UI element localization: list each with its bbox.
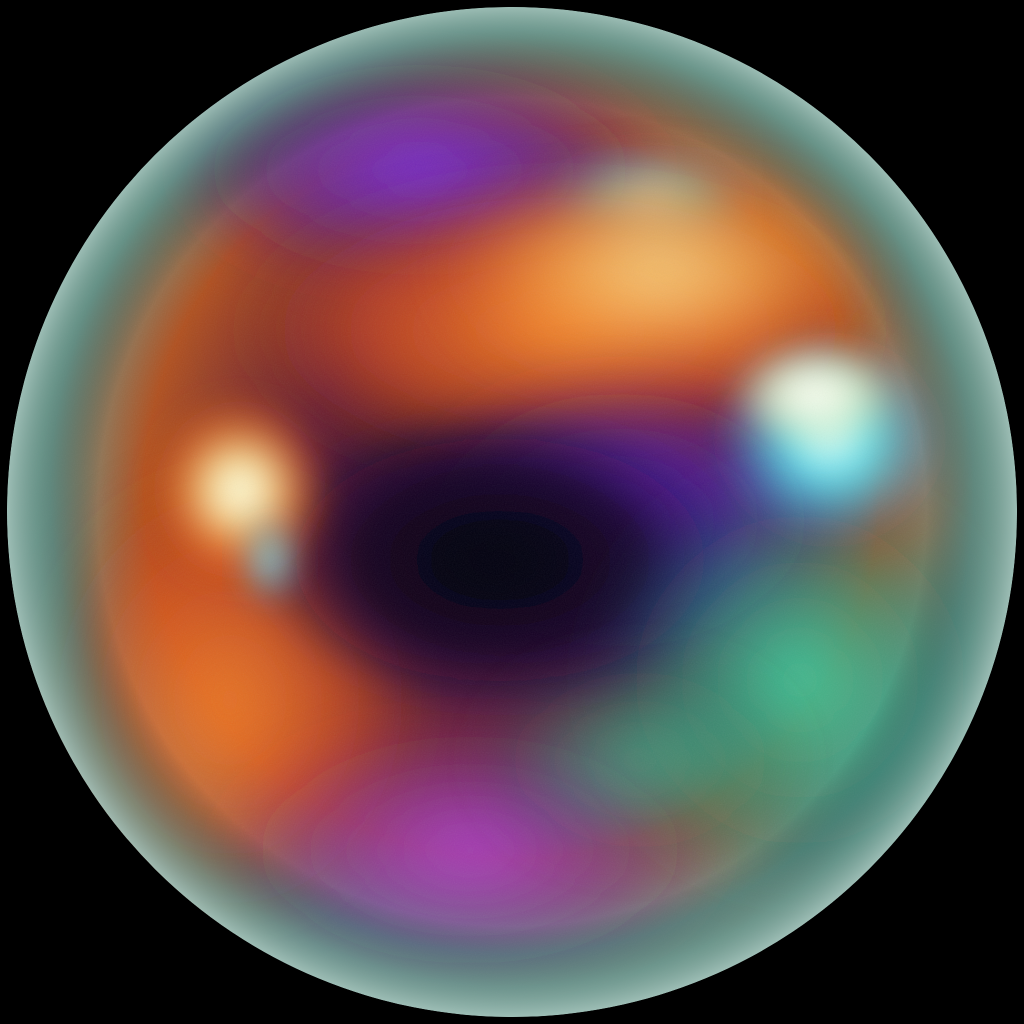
photo-scene (7, 7, 1017, 1017)
iridescent-sphere-image (7, 7, 1017, 1017)
